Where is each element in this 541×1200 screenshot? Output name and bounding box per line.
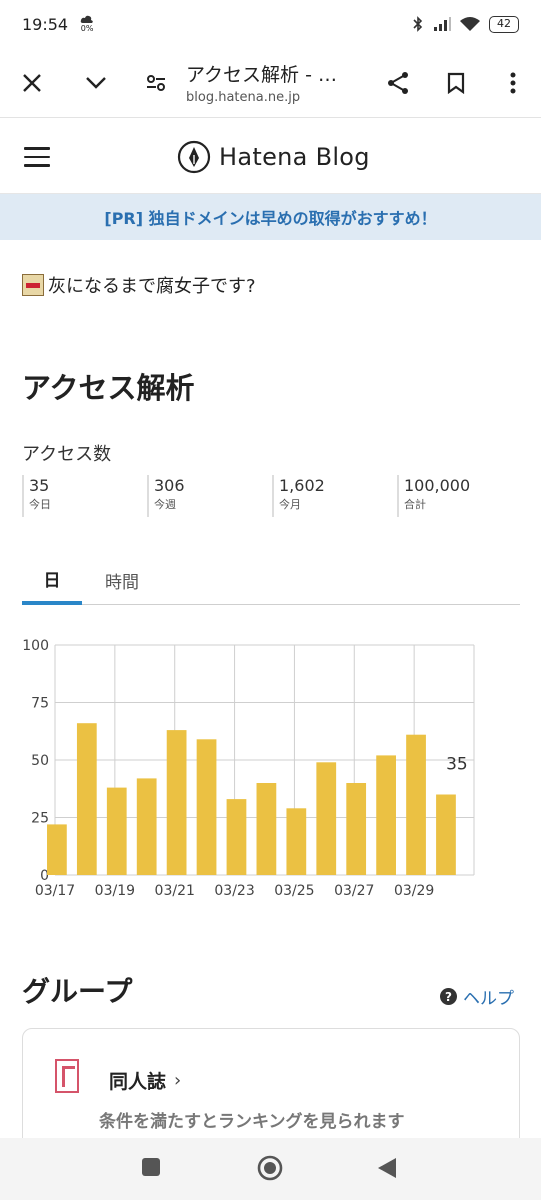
stat-label: 今日 xyxy=(29,498,51,511)
tab-hour[interactable]: 時間 xyxy=(105,572,139,593)
y-tick-label: 75 xyxy=(31,696,49,712)
chart-bar xyxy=(436,794,456,875)
bluetooth-icon xyxy=(413,16,423,32)
pen-logo-icon xyxy=(177,140,211,174)
status-bar: 19:54 0% 42 xyxy=(0,0,541,48)
blog-name[interactable]: 灰になるまで腐女子です? xyxy=(22,272,256,298)
y-tick-label: 0 xyxy=(40,868,49,884)
group-name-link[interactable]: 同人誌 › xyxy=(109,1067,181,1094)
minimize-button[interactable] xyxy=(64,48,128,118)
bookmark-icon xyxy=(447,72,465,94)
x-tick-label: 03/17 xyxy=(35,883,75,899)
access-count-label: アクセス数 xyxy=(22,444,112,465)
x-tick-label: 03/23 xyxy=(214,883,254,899)
chart-bar xyxy=(406,734,426,875)
chart-bar xyxy=(376,755,396,875)
home-button[interactable] xyxy=(256,1154,284,1182)
stat-week: 306 今週 xyxy=(147,475,272,517)
data-label-last: 35 xyxy=(446,755,468,775)
brand-text: Hatena Blog xyxy=(219,143,370,171)
x-tick-label: 03/29 xyxy=(394,883,434,899)
more-menu-button[interactable] xyxy=(485,48,541,118)
y-tick-label: 100 xyxy=(22,638,49,654)
weather-icon: 0% xyxy=(80,15,94,33)
help-label: ヘルプ xyxy=(463,989,514,1009)
close-icon xyxy=(23,73,41,92)
chevron-down-icon xyxy=(86,76,106,89)
group-name: 同人誌 xyxy=(109,1071,167,1093)
blog-icon xyxy=(22,274,44,296)
url-text: blog.hatena.ne.jp xyxy=(186,90,301,105)
site-settings-button[interactable] xyxy=(128,48,184,118)
stat-label: 今月 xyxy=(279,498,301,511)
access-bar-chart: 0 25 50 75 100 03/17 03/19 03/21 03/23 03/25 03/27… xyxy=(22,638,475,899)
tune-icon xyxy=(147,74,165,91)
hatena-logo[interactable]: Hatena Blog xyxy=(177,140,370,174)
pr-banner[interactable]: [PR] 独自ドメインは早めの取得がおすすめ！ xyxy=(0,194,541,240)
share-icon xyxy=(388,71,408,94)
y-tick-label: 25 xyxy=(31,811,49,827)
stat-value: 1,602 xyxy=(279,476,325,495)
help-icon: ? xyxy=(440,988,457,1005)
battery-icon: 42 xyxy=(489,15,519,33)
stat-value: 35 xyxy=(29,476,50,495)
help-link[interactable]: ? ヘルプ xyxy=(440,984,514,1009)
page-title-bar: アクセス解析 - … xyxy=(186,64,337,86)
weather-pct: 0% xyxy=(80,24,94,33)
chart-bar xyxy=(106,787,127,875)
stat-label: 合計 xyxy=(404,498,426,511)
access-stats: 35 今日 306 今週 1,602 今月 100,000 合計 xyxy=(22,475,522,517)
chart-bar xyxy=(346,783,367,875)
chart-bar xyxy=(256,783,277,875)
chevron-right-icon: › xyxy=(174,1070,182,1091)
stat-total: 100,000 合計 xyxy=(397,475,522,517)
stat-today: 35 今日 xyxy=(22,475,147,517)
wifi-icon xyxy=(460,17,480,31)
x-tick-label: 03/21 xyxy=(155,883,195,899)
chart-bar xyxy=(286,808,307,875)
share-button[interactable] xyxy=(369,48,427,118)
stat-value: 306 xyxy=(154,476,185,495)
close-tab-button[interactable] xyxy=(0,48,64,118)
chart-bar xyxy=(47,824,67,875)
signal-icon xyxy=(434,17,451,31)
status-time: 19:54 xyxy=(22,14,69,34)
bookmark-button[interactable] xyxy=(427,48,485,118)
system-nav-bar xyxy=(0,1138,541,1200)
chart-bar xyxy=(316,762,337,875)
menu-icon[interactable] xyxy=(24,147,50,167)
group-desc: 条件を満たすとランキングを見られます xyxy=(99,1112,405,1132)
x-tick-label: 03/19 xyxy=(95,883,135,899)
recents-button[interactable] xyxy=(140,1156,162,1178)
doujinshi-icon xyxy=(55,1059,79,1093)
y-tick-label: 50 xyxy=(31,753,49,769)
chart-bar xyxy=(76,723,97,875)
group-card: 同人誌 › 条件を満たすとランキングを見られます xyxy=(22,1028,520,1168)
stat-value: 100,000 xyxy=(404,476,471,495)
more-vert-icon xyxy=(510,72,516,93)
stat-month: 1,602 今月 xyxy=(272,475,397,517)
stat-label: 今週 xyxy=(154,498,176,511)
group-heading: グループ xyxy=(22,975,133,1008)
browser-toolbar: アクセス解析 - … blog.hatena.ne.jp xyxy=(0,48,541,118)
x-tick-label: 03/27 xyxy=(334,883,374,899)
blog-name-text: 灰になるまで腐女子です? xyxy=(48,276,256,297)
address-area[interactable]: アクセス解析 - … blog.hatena.ne.jp xyxy=(184,60,369,105)
chart-bar xyxy=(166,730,187,875)
chart-bar xyxy=(226,799,247,875)
chart-bar xyxy=(196,739,217,875)
chart-tabs: 日 時間 xyxy=(22,555,520,605)
status-icons: 42 xyxy=(412,15,519,33)
tab-day[interactable]: 日 xyxy=(22,555,82,605)
back-button[interactable] xyxy=(376,1156,398,1180)
page-title: アクセス解析 xyxy=(22,371,195,405)
site-header: Hatena Blog xyxy=(0,120,541,194)
x-tick-label: 03/25 xyxy=(274,883,314,899)
chart-bar xyxy=(136,778,157,875)
